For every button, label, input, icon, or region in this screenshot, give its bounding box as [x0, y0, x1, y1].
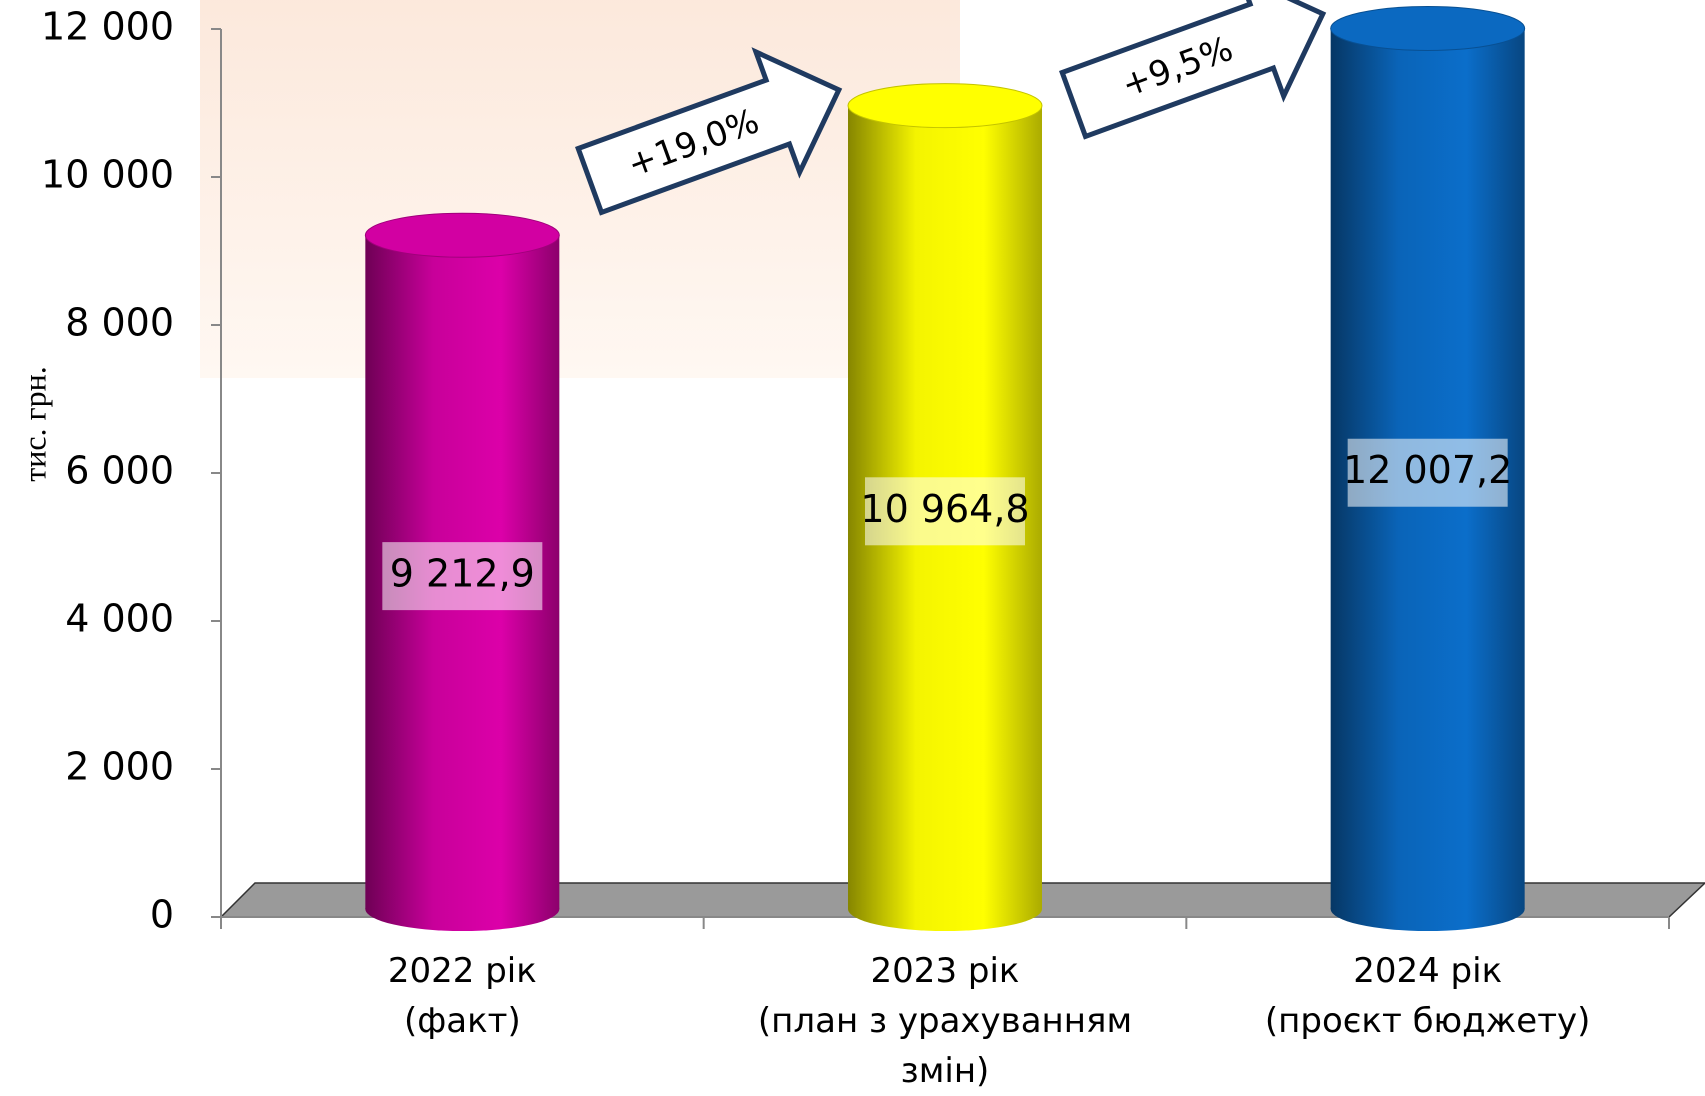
background-photo — [200, 0, 960, 378]
bar-top — [1330, 5, 1526, 51]
y-tick-label: 2 000 — [65, 745, 174, 789]
y-tick-label: 12 000 — [41, 5, 174, 49]
y-tick-label: 4 000 — [65, 597, 174, 641]
x-tick-label: 2023 рік (план з урахуванням змін) — [757, 951, 1133, 1091]
value-label: 12 007,2 — [1343, 448, 1512, 492]
value-label-box — [1347, 438, 1508, 507]
x-tick-label: 2022 рік (факт) — [387, 951, 537, 1041]
value-label-box — [382, 542, 543, 611]
page: тис. грн. 0 2 000 4 000 6 000 8 000 10 000 12 … — [16, 0, 1705, 1091]
bar-top — [847, 83, 1043, 129]
y-tick-label: 8 000 — [65, 301, 174, 345]
y-tick-label: 0 — [150, 893, 174, 937]
y-axis-label: тис. грн. — [16, 366, 52, 482]
value-label-box — [865, 477, 1025, 546]
value-label: 10 964,8 — [860, 487, 1029, 531]
x-tick-label: 2024 рік (проєкт бюджету) — [1264, 951, 1591, 1041]
y-tick-label: 10 000 — [41, 153, 174, 197]
arrow-shape — [575, 47, 843, 216]
value-label: 9 212,9 — [390, 552, 535, 596]
y-tick-label: 6 000 — [65, 449, 174, 493]
arrow-shape — [1059, 0, 1327, 140]
growth-arrow: +9,5% — [1059, 0, 1327, 140]
chart: тис. грн. 0 2 000 4 000 6 000 8 000 10 000 12 … — [16, 0, 1705, 937]
bar-top — [364, 212, 560, 258]
